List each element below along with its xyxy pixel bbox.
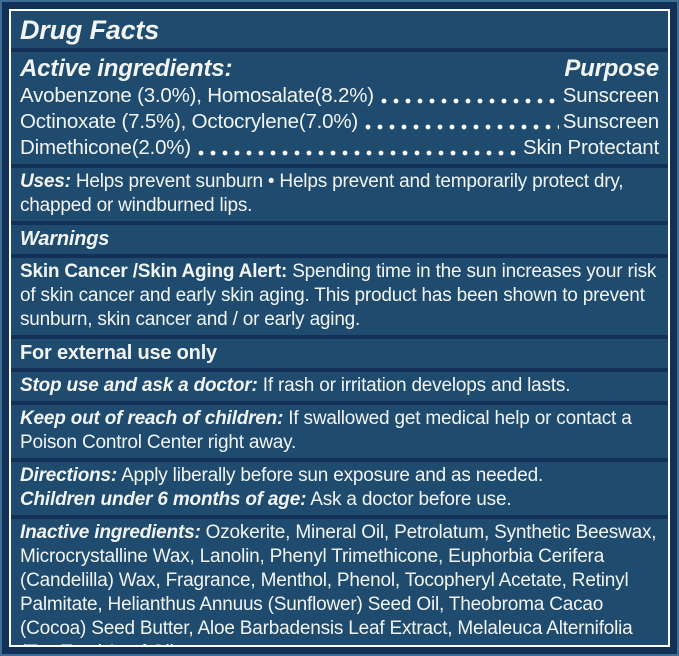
- warnings-heading: Warnings: [20, 228, 110, 250]
- keep-out-of-reach-section: Keep out of reach of children: If swallo…: [11, 405, 668, 458]
- section-divider: [11, 254, 668, 258]
- section-divider: [11, 335, 668, 339]
- ingredient-row: Dimethicone(2.0%) Skin Protectant: [20, 135, 659, 161]
- section-divider: [11, 515, 668, 519]
- ingredient-row: Avobenzone (3.0%), Homosalate(8.2%) Suns…: [20, 83, 659, 109]
- ingredient-purpose: Sunscreen: [562, 110, 659, 133]
- directions-line: Directions: Apply liberally before sun e…: [20, 464, 659, 488]
- inactive-ingredients-label: Inactive ingredients:: [20, 522, 201, 543]
- section-divider: [11, 368, 668, 372]
- keep-out-label: Keep out of reach of children:: [20, 408, 284, 429]
- skin-cancer-alert-text: Spending time in the sun increases your …: [20, 261, 657, 330]
- dot-leader: [362, 124, 559, 130]
- section-divider: [11, 164, 668, 168]
- directions-section: Directions: Apply liberally before sun e…: [11, 462, 668, 515]
- dot-leader: [377, 98, 559, 104]
- ingredient-row: Octinoxate (7.5%), Octocrylene(7.0%) Sun…: [20, 109, 659, 135]
- title-section: Drug Facts: [11, 11, 668, 48]
- ingredient-name: Avobenzone (3.0%), Homosalate(8.2%): [20, 84, 374, 107]
- ingredient-name: Dimethicone(2.0%): [20, 136, 191, 159]
- ingredient-purpose: Skin Protectant: [522, 136, 659, 159]
- skin-cancer-alert-section: Skin Cancer /Skin Aging Alert: Spending …: [11, 258, 668, 335]
- stop-use-section: Stop use and ask a doctor: If rash or ir…: [11, 372, 668, 401]
- uses-text: Helps prevent sunburn • Helps prevent an…: [20, 171, 624, 216]
- section-divider: [11, 401, 668, 405]
- children-line: Children under 6 months of age: Ask a do…: [20, 488, 659, 512]
- drug-facts-panel: Drug Facts Active ingredients: Purpose A…: [9, 9, 670, 647]
- drug-facts-title: Drug Facts: [20, 15, 160, 45]
- purpose-label: Purpose: [564, 55, 659, 82]
- external-use-section: For external use only: [11, 339, 668, 368]
- external-use-text: For external use only: [20, 342, 217, 364]
- children-label: Children under 6 months of age:: [20, 489, 307, 510]
- inactive-ingredients-text: Ozokerite, Mineral Oil, Petrolatum, Synt…: [20, 522, 657, 645]
- section-divider: [11, 458, 668, 462]
- stop-use-text: If rash or irritation develops and lasts…: [262, 375, 571, 396]
- active-ingredients-header: Active ingredients: Purpose: [20, 54, 659, 83]
- children-text: Ask a doctor before use.: [310, 489, 512, 510]
- skin-cancer-alert-label: Skin Cancer /Skin Aging Alert:: [20, 261, 288, 282]
- directions-text: Apply liberally before sun exposure and …: [121, 465, 544, 486]
- keep-out-text: If swallowed get medical help or contact…: [20, 408, 632, 453]
- ingredient-name: Octinoxate (7.5%), Octocrylene(7.0%): [20, 110, 359, 133]
- uses-section: Uses: Helps prevent sunburn • Helps prev…: [11, 168, 668, 221]
- inactive-ingredients-section: Inactive ingredients: Ozokerite, Mineral…: [11, 519, 668, 645]
- uses-label: Uses:: [20, 171, 71, 192]
- active-ingredients-section: Active ingredients: Purpose Avobenzone (…: [11, 52, 668, 164]
- warnings-section: Warnings: [11, 225, 668, 254]
- directions-label: Directions:: [20, 465, 118, 486]
- section-divider: [11, 48, 668, 52]
- ingredient-purpose: Sunscreen: [562, 84, 659, 107]
- dot-leader: [194, 150, 519, 156]
- stop-use-label: Stop use and ask a doctor:: [20, 375, 258, 396]
- section-divider: [11, 221, 668, 225]
- active-ingredients-label: Active ingredients:: [20, 55, 233, 82]
